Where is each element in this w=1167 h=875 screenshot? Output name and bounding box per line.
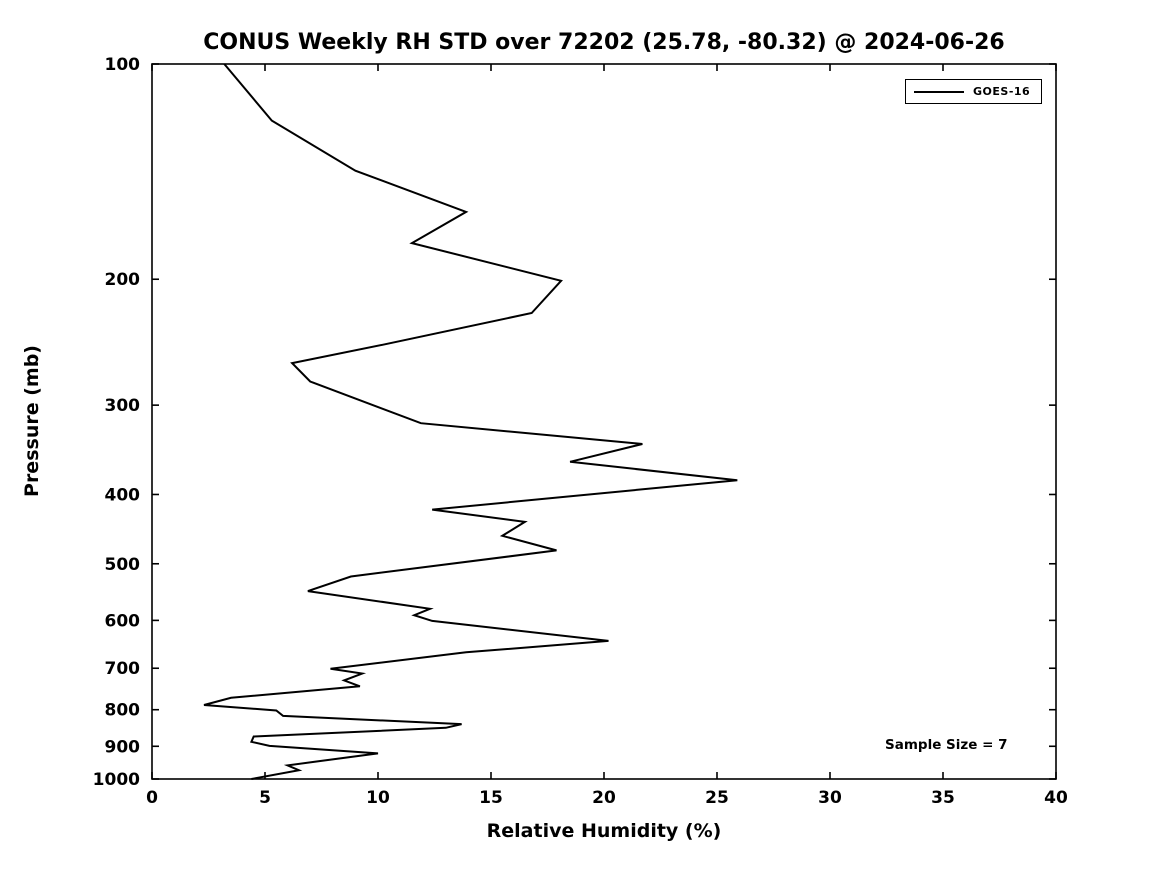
y-tick-label: 500 (105, 555, 141, 575)
x-tick-label: 30 (818, 788, 842, 808)
x-tick-label: 20 (592, 788, 616, 808)
x-axis-label: Relative Humidity (%) (486, 820, 722, 842)
y-tick-label: 700 (105, 659, 141, 679)
chart-title: CONUS Weekly RH STD over 72202 (25.78, -… (203, 30, 1005, 55)
legend-line-sample-icon (914, 90, 964, 93)
y-tick-label: 200 (105, 270, 141, 290)
x-tick-label: 15 (479, 788, 503, 808)
x-tick-label: 10 (366, 788, 390, 808)
x-tick-label: 5 (259, 788, 271, 808)
legend-series-label: GOES-16 (973, 85, 1031, 98)
axes-box (151, 63, 1057, 780)
legend: GOES-16 (905, 79, 1042, 104)
y-tick-label: 400 (105, 485, 141, 505)
y-tick-label: 600 (105, 611, 141, 631)
y-tick-label: 800 (105, 701, 141, 721)
series-line-goes-16 (203, 63, 738, 780)
sample-size-annotation: Sample Size = 7 (885, 737, 1008, 753)
x-tick-label: 0 (146, 788, 158, 808)
y-tick-label: 100 (105, 55, 141, 75)
y-tick-label: 1000 (93, 770, 140, 790)
x-tick-label: 25 (705, 788, 729, 808)
y-tick-label: 300 (105, 396, 141, 416)
x-tick-label: 35 (931, 788, 955, 808)
x-tick-label: 40 (1044, 788, 1068, 808)
y-tick-label: 900 (105, 737, 141, 757)
